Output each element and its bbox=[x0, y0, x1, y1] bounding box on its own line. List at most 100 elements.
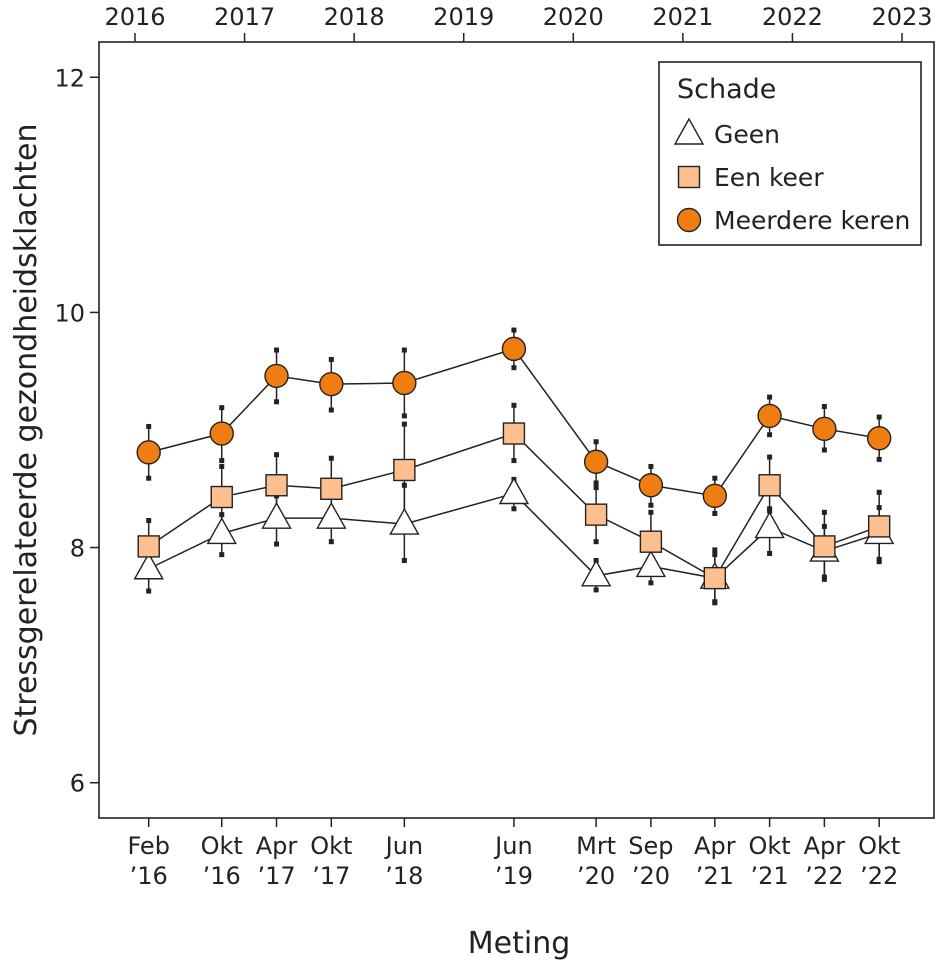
x-tick-label: Apr bbox=[804, 832, 846, 860]
error-bars bbox=[146, 327, 882, 606]
data-point-meerdere-keren bbox=[812, 416, 837, 442]
error-cap-high-meerdere-keren bbox=[821, 403, 827, 409]
data-points bbox=[133, 336, 895, 590]
error-cap-high-een-keer bbox=[274, 452, 280, 458]
x-tick-label: Okt bbox=[858, 832, 900, 860]
error-cap-low-meerdere-keren bbox=[593, 480, 599, 486]
x-tick-label: ’19 bbox=[495, 862, 533, 890]
x-tick-label: Feb bbox=[127, 832, 170, 860]
x-tick-label: Jun bbox=[493, 832, 533, 860]
x-tick-label: Apr bbox=[256, 832, 298, 860]
y-tick-label: 6 bbox=[70, 770, 85, 798]
error-cap-low-geen bbox=[274, 541, 280, 547]
data-point-een-keer bbox=[758, 474, 781, 497]
error-cap-high-een-keer bbox=[876, 489, 882, 495]
data-point-een-keer bbox=[393, 458, 416, 482]
x-tick-label: Okt bbox=[201, 832, 243, 860]
error-cap-high-een-keer bbox=[146, 518, 152, 524]
legend-title: Schade bbox=[677, 74, 776, 105]
x-tick-label: Apr bbox=[694, 832, 736, 860]
y-axis-title: Stressgerelateerde gezondheidsklachten bbox=[9, 123, 44, 736]
top-tick-label: 2021 bbox=[652, 3, 713, 31]
data-point-geen bbox=[389, 507, 420, 535]
data-point-meerdere-keren bbox=[638, 473, 664, 498]
x-tick-label: ’21 bbox=[751, 862, 789, 890]
x-axis-title: Meting bbox=[468, 926, 571, 961]
error-cap-low-een-keer bbox=[876, 559, 882, 565]
data-point-meerdere-keren bbox=[264, 363, 289, 389]
data-point-een-keer bbox=[584, 503, 608, 526]
error-cap-low-geen bbox=[146, 588, 152, 594]
error-cap-high-meerdere-keren bbox=[146, 423, 152, 429]
x-tick-label: ’21 bbox=[696, 862, 734, 890]
x-tick-label: Okt bbox=[310, 832, 352, 860]
error-cap-low-meerdere-keren bbox=[648, 502, 654, 508]
data-point-meerdere-keren bbox=[702, 483, 728, 509]
data-point-meerdere-keren bbox=[583, 449, 609, 474]
error-cap-high-meerdere-keren bbox=[401, 347, 407, 353]
error-cap-low-meerdere-keren bbox=[401, 413, 407, 419]
y-tick-label: 8 bbox=[70, 535, 85, 563]
bottom-axis: Feb’16Okt’16Apr’17Okt’17Jun’18Jun’19Mrt’… bbox=[127, 818, 900, 890]
top-tick-label: 2022 bbox=[762, 3, 823, 31]
top-tick-label: 2017 bbox=[214, 3, 275, 31]
error-cap-low-geen bbox=[767, 550, 773, 556]
error-cap-low-een-keer bbox=[821, 576, 827, 582]
error-cap-low-geen bbox=[511, 506, 517, 512]
x-tick-label: Jun bbox=[384, 832, 424, 860]
top-tick-label: 2019 bbox=[433, 3, 494, 31]
plot-frame bbox=[98, 41, 935, 819]
error-cap-low-meerdere-keren bbox=[219, 458, 225, 464]
error-cap-high-meerdere-keren bbox=[876, 414, 882, 420]
x-tick-label: ’16 bbox=[203, 862, 241, 890]
error-cap-high-een-keer bbox=[219, 463, 225, 469]
error-cap-high-meerdere-keren bbox=[593, 439, 599, 445]
legend-label-meerdere-keren: Meerdere keren bbox=[714, 206, 910, 235]
error-cap-high-meerdere-keren bbox=[274, 347, 280, 353]
data-point-meerdere-keren bbox=[209, 421, 234, 446]
error-cap-low-een-keer bbox=[767, 508, 773, 514]
error-cap-low-meerdere-keren bbox=[328, 407, 334, 413]
legend-label-geen: Geen bbox=[714, 120, 780, 149]
top-axis: 2016 2017 2018 2019 2020 2021 2022 2023 bbox=[104, 3, 933, 42]
data-point-een-keer bbox=[265, 474, 288, 497]
data-point-meerdere-keren bbox=[501, 336, 527, 362]
data-point-een-keer bbox=[867, 515, 891, 538]
error-cap-low-meerdere-keren bbox=[767, 432, 773, 438]
data-point-geen bbox=[635, 549, 667, 578]
error-cap-low-meerdere-keren bbox=[146, 475, 152, 481]
error-cap-low-een-keer bbox=[593, 539, 599, 545]
x-tick-label: ’17 bbox=[257, 862, 295, 890]
error-cap-low-geen bbox=[219, 552, 225, 558]
error-cap-low-geen bbox=[648, 580, 654, 586]
error-cap-high-een-keer bbox=[401, 421, 407, 427]
legend: Schade Geen Een keer Meerdere keren bbox=[658, 61, 922, 246]
data-point-meerdere-keren bbox=[757, 403, 782, 429]
top-tick-label: 2020 bbox=[543, 3, 604, 31]
x-tick-label: Okt bbox=[748, 832, 790, 860]
x-tick-label: ’18 bbox=[385, 862, 423, 890]
top-tick-label: 2016 bbox=[104, 3, 165, 31]
error-cap-low-geen bbox=[328, 539, 334, 545]
error-cap-high-een-keer bbox=[712, 547, 718, 553]
legend-marker-een-keer bbox=[677, 165, 701, 189]
x-tick-label: ’22 bbox=[860, 862, 898, 890]
data-point-een-keer bbox=[703, 566, 727, 590]
error-cap-high-meerdere-keren bbox=[511, 327, 517, 333]
error-cap-low-een-keer bbox=[511, 458, 517, 464]
x-tick-label: ’22 bbox=[805, 862, 843, 890]
error-cap-high-een-keer bbox=[328, 455, 334, 461]
x-tick-label: ’20 bbox=[577, 862, 615, 890]
error-cap-high-een-keer bbox=[593, 485, 599, 491]
x-tick-label: ’17 bbox=[312, 862, 350, 890]
data-point-een-keer bbox=[137, 535, 160, 558]
data-point-meerdere-keren bbox=[319, 371, 344, 397]
data-point-geen bbox=[133, 552, 164, 580]
error-cap-low-meerdere-keren bbox=[511, 365, 517, 371]
legend-marker-geen bbox=[673, 117, 705, 145]
data-point-een-keer bbox=[639, 530, 663, 553]
y-tick-label: 10 bbox=[54, 299, 85, 327]
error-cap-low-geen bbox=[593, 587, 599, 593]
data-point-geen bbox=[580, 559, 612, 587]
